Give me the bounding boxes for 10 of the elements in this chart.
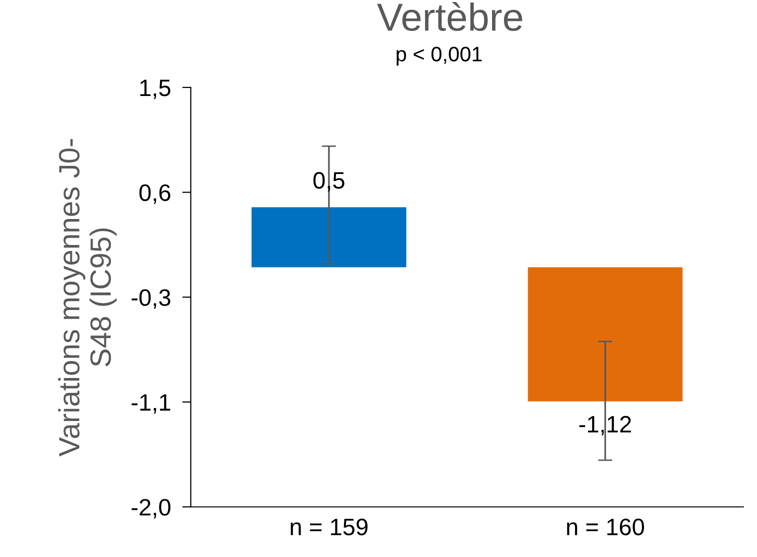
y-axis-title: Variations moyennes J0- S48 (IC95) xyxy=(58,139,117,456)
y-tick-label: -0,3 xyxy=(132,289,170,309)
y-tick-label: 0,6 xyxy=(139,184,170,204)
y-tick-label: 1,5 xyxy=(140,80,170,100)
y-tick-label: -2,0 xyxy=(132,498,170,518)
x-tick-label: n = 159 xyxy=(290,518,368,536)
chart-title: Vertèbre xyxy=(377,2,522,32)
x-tick-label: n = 160 xyxy=(567,518,644,536)
text: p < 0,001 xyxy=(396,46,482,66)
y-tick-label: -1,1 xyxy=(132,394,170,414)
